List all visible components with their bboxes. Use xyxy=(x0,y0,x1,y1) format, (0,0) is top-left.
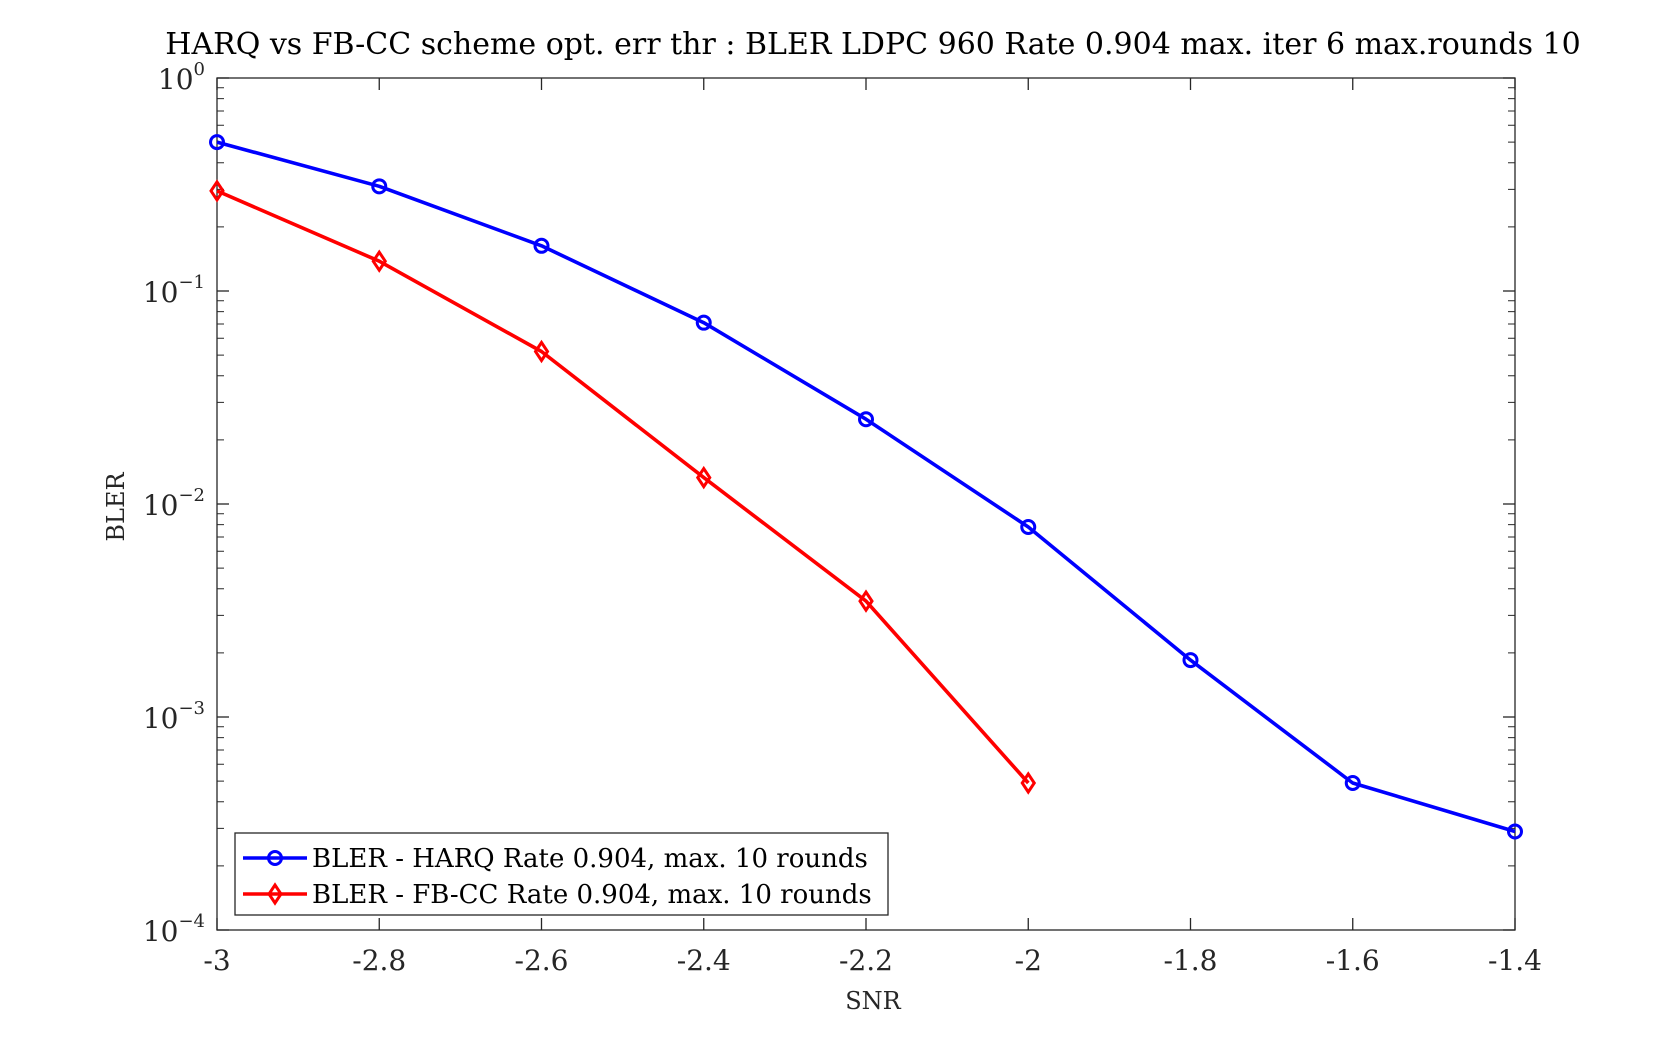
x-tick-label: -2.2 xyxy=(839,944,893,977)
series-2-marker xyxy=(858,589,874,613)
legend-entries: BLER - HARQ Rate 0.904, max. 10 rounds BL… xyxy=(243,844,872,910)
legend-label: BLER - HARQ Rate 0.904, max. 10 rounds xyxy=(312,844,868,874)
legend-entry-1: BLER - HARQ Rate 0.904, max. 10 rounds xyxy=(243,844,868,874)
x-tick-label: -1.6 xyxy=(1326,944,1380,977)
legend: BLER - HARQ Rate 0.904, max. 10 rounds BL… xyxy=(234,832,889,916)
x-tick-label: -1.8 xyxy=(1164,944,1218,977)
minor-ticks xyxy=(217,87,1515,867)
series-2 xyxy=(209,179,1037,795)
series-1-marker xyxy=(371,178,388,195)
chart-title: HARQ vs FB-CC scheme opt. err thr : BLER… xyxy=(165,27,1580,62)
series-1-marker xyxy=(1182,652,1199,669)
y-axis-label: BLER xyxy=(102,471,130,541)
series-1 xyxy=(209,134,1523,840)
legend-marker xyxy=(267,882,283,906)
series-2-line xyxy=(216,189,1030,785)
series-2-marker xyxy=(533,339,550,364)
x-tick-label: -2.6 xyxy=(515,944,569,977)
series-2-marker xyxy=(209,179,225,203)
x-axis-label: SNR xyxy=(845,987,901,1015)
legend-box xyxy=(234,832,889,916)
legend-label: BLER - FB-CC Rate 0.904, max. 10 rounds xyxy=(312,880,872,910)
series-1-marker xyxy=(858,411,874,428)
series-1-marker xyxy=(209,134,225,151)
x-tick-label: -2.8 xyxy=(352,944,406,977)
y-tick-label: 10−3 xyxy=(143,698,205,735)
plot-area: -3 -2.8 -2.6 -2.4 -2.2 -2 -1.8 -1.6 -1.4 100 10−1… xyxy=(143,59,1542,977)
series-1-marker xyxy=(533,237,550,254)
series-1-line xyxy=(216,140,1516,834)
x-tick-label: -2.4 xyxy=(677,944,731,977)
y-tick-label: 10−1 xyxy=(143,272,205,309)
major-ticks xyxy=(216,77,1516,931)
x-tick-label: -1.4 xyxy=(1488,944,1542,977)
series-1-marker xyxy=(695,314,712,331)
y-tick-label: 10−4 xyxy=(143,911,205,948)
x-tick-labels: -3 -2.8 -2.6 -2.4 -2.2 -2 -1.8 -1.6 -1.4 xyxy=(203,944,1542,977)
series-1-marker xyxy=(1507,823,1523,840)
series-1-marker xyxy=(1344,774,1361,791)
series-2-marker xyxy=(371,249,388,273)
y-tick-label: 10−2 xyxy=(143,485,205,522)
x-tick-label: -2 xyxy=(1015,944,1042,977)
series-2-marker xyxy=(1020,771,1037,795)
y-tick-label: 100 xyxy=(158,59,205,96)
series-layer xyxy=(209,134,1523,840)
x-tick-label: -3 xyxy=(203,944,230,977)
legend-marker xyxy=(267,850,283,866)
legend-entry-2: BLER - FB-CC Rate 0.904, max. 10 rounds xyxy=(243,880,872,910)
y-tick-labels: 100 10−1 10−2 10−3 10−4 xyxy=(143,59,205,948)
series-2-marker xyxy=(695,465,712,490)
series-1-marker xyxy=(1020,518,1037,535)
